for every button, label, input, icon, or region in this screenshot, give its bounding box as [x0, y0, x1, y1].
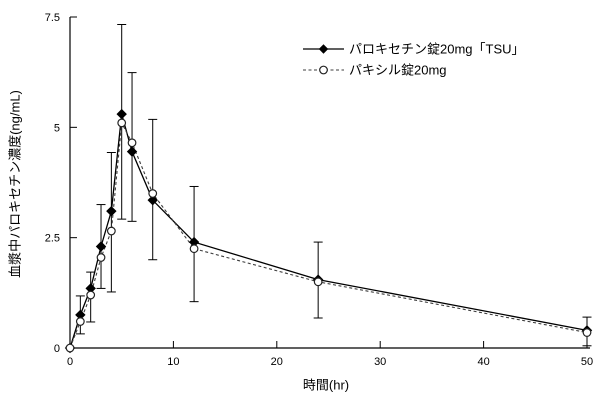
y-tick-label: 2.5 — [45, 233, 60, 245]
legend-label-1: パキシル錠20mg — [349, 63, 447, 78]
y-axis-title: 血漿中パロキセチン濃度(ng/mL) — [7, 90, 23, 278]
x-tick-label: 10 — [167, 356, 179, 368]
y-tick-label: 5 — [54, 122, 60, 134]
data-point-diamond — [106, 205, 117, 217]
data-point-diamond — [95, 241, 107, 252]
data-point-circle — [75, 317, 85, 326]
data-point-circle — [106, 226, 116, 236]
y-tick-label: 7.5 — [45, 12, 60, 24]
data-point-circle — [86, 290, 96, 300]
data-point-diamond — [116, 108, 127, 120]
data-point-circle — [96, 253, 106, 262]
data-point-circle — [127, 138, 137, 148]
data-point-circle — [117, 118, 127, 128]
series-line-0 — [69, 113, 588, 349]
y-tick-label: 0 — [54, 343, 60, 355]
data-point-circle — [189, 244, 199, 254]
x-tick-label: 0 — [67, 356, 73, 368]
legend-marker-diamond — [318, 44, 329, 54]
legend-label-0: パロキセチン錠20mg「TSU」 — [349, 42, 525, 57]
data-point-circle — [313, 277, 323, 287]
data-point-diamond — [147, 194, 158, 206]
x-tick-label: 20 — [271, 356, 283, 368]
data-point-circle — [148, 189, 158, 198]
data-point-circle — [65, 343, 75, 353]
x-tick-label: 30 — [374, 356, 386, 368]
data-point-diamond — [126, 146, 138, 157]
legend-marker-circle — [319, 65, 328, 75]
series-line-1 — [69, 121, 588, 349]
x-tick-label: 40 — [477, 356, 489, 368]
x-tick-label: 50 — [581, 356, 593, 368]
data-point-circle — [582, 328, 592, 337]
x-axis-title: 時間(hr) — [302, 377, 350, 393]
